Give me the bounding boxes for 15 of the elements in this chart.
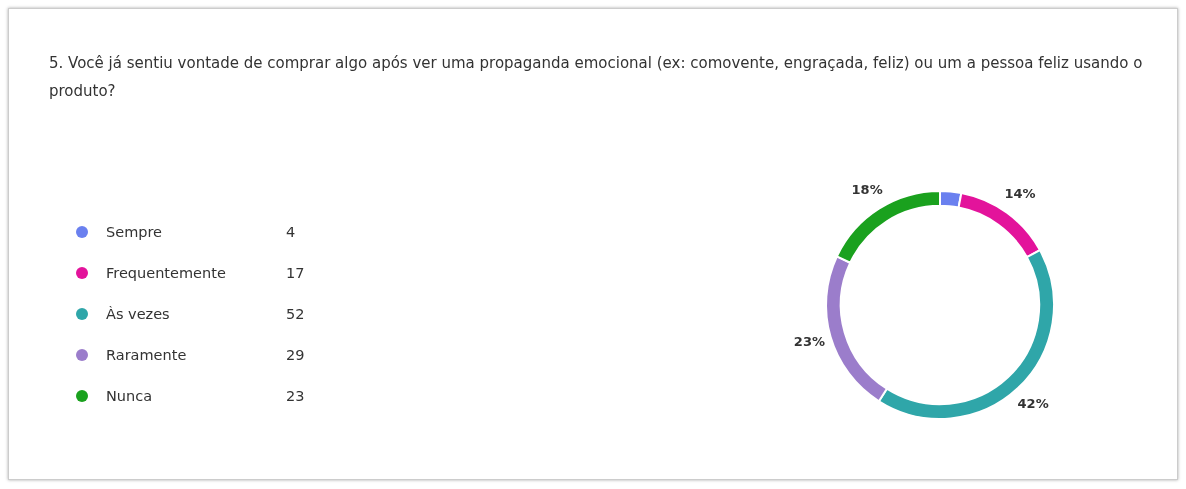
text: 52: [286, 305, 305, 322]
legend-label: Nunca: [106, 387, 154, 404]
legend-label: Raramente: [106, 346, 188, 363]
chart-title: 5. Você já sentiu vontade de comprar algo após ver uma propaganda emocional (ex: comovente, engraçada, feliz) ou um a pessoa feliz usando o produto?: [49, 53, 1144, 102]
data-label: 42%: [1017, 395, 1049, 411]
legend-label: Sempre: [106, 223, 164, 240]
data-label: 14%: [1004, 186, 1036, 202]
legend-label: Frequentemente: [106, 264, 227, 281]
data-label: 23%: [793, 334, 825, 350]
text: 17: [286, 264, 305, 281]
data-label: 18%: [851, 181, 883, 197]
text: 23: [286, 387, 305, 404]
text: 4: [286, 223, 296, 240]
legend-label: Às vezes: [106, 305, 171, 322]
text: 29: [286, 346, 305, 363]
